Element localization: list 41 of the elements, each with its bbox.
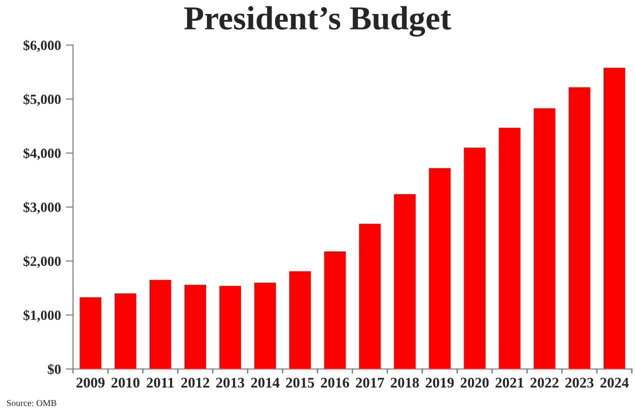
x-tick-label: 2015 [286, 378, 314, 388]
x-tick-label: 2017 [356, 378, 384, 388]
bar [114, 293, 136, 369]
bar [324, 251, 346, 369]
bar [289, 271, 311, 369]
bar [80, 297, 102, 369]
x-tick-label: 2016 [320, 378, 350, 388]
bar [219, 286, 242, 369]
bar [534, 108, 556, 369]
x-tick-label: 2022 [530, 378, 558, 388]
x-tick-label: 2013 [216, 378, 244, 388]
x-tick-label: 2023 [565, 378, 594, 388]
x-tick-label: 2021 [496, 378, 524, 388]
bar [464, 148, 486, 369]
x-tick-label: 2014 [251, 378, 280, 388]
x-tick-label: 2018 [390, 378, 419, 388]
y-tick-label: $6,000 [24, 40, 61, 52]
x-tick-label: 2019 [426, 378, 454, 388]
y-tick-label: $2,000 [24, 256, 61, 268]
y-tick-label: $1,000 [24, 310, 61, 322]
x-tick-label: 2024 [600, 378, 629, 388]
bar [150, 280, 172, 369]
chart-title: President’s Budget [184, 6, 452, 37]
bar [498, 128, 520, 369]
bar [359, 224, 381, 369]
y-tick-label: $5,000 [24, 94, 61, 106]
y-tick-label: $3,000 [24, 202, 61, 214]
x-tick-label: 2010 [111, 378, 140, 388]
bar [394, 194, 416, 369]
bar [604, 68, 626, 369]
x-tick-label: 2011 [146, 378, 174, 388]
bar [428, 168, 451, 369]
bar [184, 284, 206, 369]
x-tick-label: 2009 [76, 378, 105, 388]
x-tick-label: 2020 [460, 378, 489, 388]
x-tick-label: 2012 [181, 378, 210, 388]
bar [568, 87, 590, 369]
y-tick-label: $0 [48, 364, 61, 375]
y-tick-label: $4,000 [24, 148, 61, 160]
bar [254, 282, 276, 369]
source-note: Source: OMB [6, 400, 56, 406]
